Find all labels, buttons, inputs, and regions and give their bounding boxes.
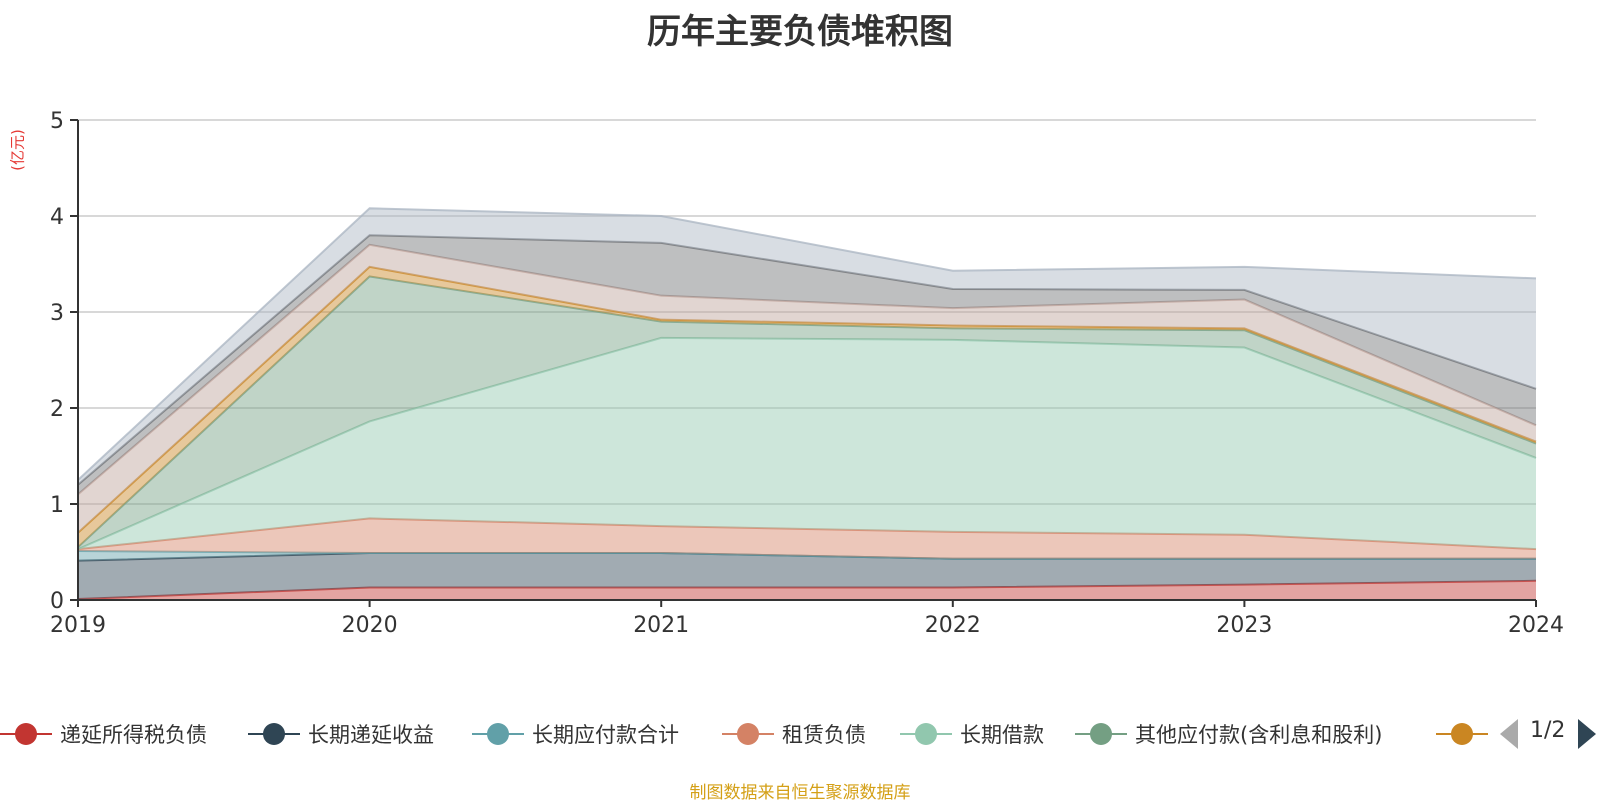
x-tick-label: 2020 (342, 613, 398, 638)
legend-item[interactable]: 长期应付款合计 (472, 716, 679, 752)
legend-page-indicator: 1/2 (1530, 718, 1566, 743)
area-series (77, 207, 1537, 601)
legend-item[interactable]: 递延所得税负债 (0, 716, 207, 752)
legend-pager: 1/2 (1496, 716, 1600, 752)
area-series-2[interactable] (78, 552, 1536, 600)
legend-prev-page-icon[interactable] (1500, 719, 1518, 749)
y-tick-label: 0 (50, 589, 64, 614)
y-tick-label: 4 (50, 205, 64, 230)
series-line-10 (77, 207, 1537, 481)
legend-marker-icon (1075, 716, 1127, 752)
x-tick-label: 2024 (1508, 613, 1564, 638)
area-series-6[interactable] (78, 276, 1536, 550)
legend-marker-icon (248, 716, 300, 752)
series-line-6 (77, 275, 1537, 548)
area-series-4[interactable] (78, 518, 1536, 559)
y-tick-label: 3 (50, 301, 64, 326)
legend-item[interactable]: 其他应付款(含利息和股利) (1075, 716, 1382, 752)
legend-item[interactable] (1436, 716, 1488, 752)
series-line-8 (77, 243, 1537, 496)
stacked-area-plot: 0 1 2 3 4 5 2019 2020 2021 2022 2023 2024 (50, 109, 1564, 638)
legend-marker-icon (900, 716, 952, 752)
legend-item[interactable]: 长期递延收益 (248, 716, 434, 752)
x-tick-label: 2022 (925, 613, 981, 638)
legend-marker-icon (1436, 716, 1488, 752)
legend-label: 租赁负债 (782, 723, 866, 747)
y-tick-label: 5 (50, 109, 64, 134)
series-line-5 (77, 336, 1537, 551)
area-series-5[interactable] (78, 337, 1536, 550)
legend-next-page-icon[interactable] (1578, 719, 1596, 749)
legend-marker-icon (0, 716, 52, 752)
legend-label: 递延所得税负债 (60, 723, 207, 747)
x-tick-label: 2023 (1216, 613, 1272, 638)
x-tick-label: 2019 (50, 613, 106, 638)
series-line-4 (77, 517, 1537, 551)
series-line-1 (77, 579, 1537, 601)
series-line-3 (77, 550, 1536, 560)
axes: 0 1 2 3 4 5 2019 2020 2021 2022 2023 2024 (50, 109, 1564, 638)
chart-title: 历年主要负债堆积图 (647, 12, 953, 52)
legend-label: 长期应付款合计 (532, 723, 679, 747)
y-tick-label: 1 (50, 493, 64, 518)
area-series-10[interactable] (78, 208, 1536, 485)
series-line-9 (77, 234, 1537, 486)
legend-label: 其他应付款(含利息和股利) (1135, 723, 1383, 747)
legend-label: 长期借款 (960, 723, 1044, 747)
legend-item[interactable]: 租赁负债 (722, 716, 866, 752)
series-line-7 (77, 265, 1537, 534)
legend-marker-icon (472, 716, 524, 752)
legend: 递延所得税负债 长期递延收益 长期应付款合计 租赁负债 长期借款 其他应付款(含利息和股利… (0, 716, 1600, 752)
source-note: 制图数据来自恒生聚源数据库 (689, 783, 911, 803)
area-series-9[interactable] (78, 235, 1536, 495)
legend-label: 长期递延收益 (308, 723, 434, 747)
area-series-8[interactable] (78, 244, 1536, 533)
legend-item[interactable]: 长期借款 (900, 716, 1044, 752)
legend-marker-icon (722, 716, 774, 752)
y-tick-label: 2 (50, 397, 64, 422)
x-tick-label: 2021 (633, 613, 689, 638)
